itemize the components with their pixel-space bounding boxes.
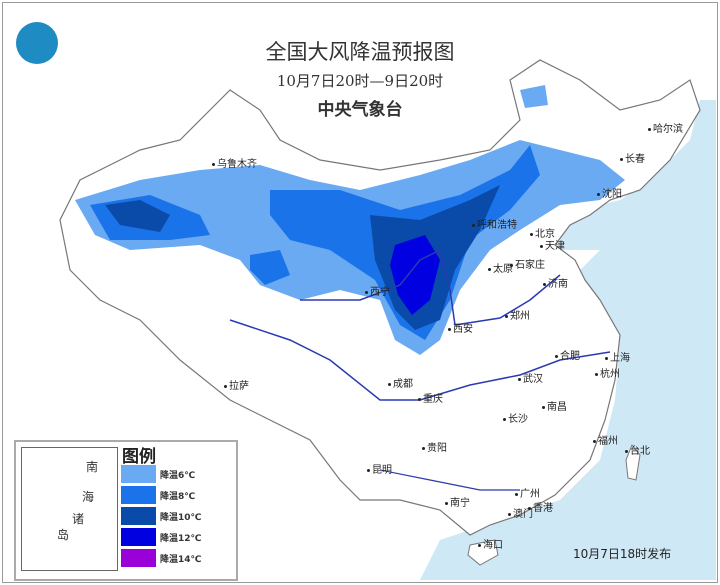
- city-label: 合肥: [555, 347, 580, 362]
- city-label: 石家庄: [510, 256, 545, 271]
- legend-item: 降温8℃: [121, 485, 195, 505]
- city-label: 太原: [488, 260, 513, 275]
- city-label: 南宁: [445, 494, 470, 509]
- legend-label: 降温8℃: [160, 491, 196, 502]
- city-label: 广州: [515, 485, 540, 500]
- city-label: 长沙: [503, 410, 528, 425]
- south-china-sea-inset: 南 海 诸 岛: [21, 447, 118, 571]
- legend-label: 降温14℃: [160, 554, 202, 565]
- city-label: 西安: [448, 320, 473, 335]
- city-label: 乌鲁木齐: [212, 155, 257, 170]
- city-label: 呼和浩特: [472, 216, 517, 231]
- legend-swatch: [121, 486, 156, 504]
- city-label: 北京: [530, 225, 555, 240]
- inset-label: 南: [86, 460, 99, 474]
- legend-item: 降温14℃: [121, 548, 201, 568]
- legend-item: 降温12℃: [121, 527, 201, 547]
- ocean: [420, 100, 716, 580]
- city-label: 长春: [620, 150, 645, 165]
- legend: 南 海 诸 岛 图例 降温6℃ 降温8℃ 降温10℃ 降温12℃ 降温14℃: [14, 440, 238, 581]
- legend-swatch: [121, 465, 156, 483]
- city-label: 海口: [478, 536, 503, 551]
- city-label: 哈尔滨: [648, 120, 683, 135]
- time-range: 10月7日20时—9日20时: [276, 72, 444, 90]
- legend-label: 降温6℃: [160, 470, 196, 481]
- legend-swatch: [121, 528, 156, 546]
- city-label: 拉萨: [224, 377, 249, 392]
- cooling-12c-area: [390, 235, 440, 315]
- city-label: 香港: [528, 499, 553, 514]
- city-label: 天津: [540, 237, 565, 252]
- city-label: 福州: [593, 432, 618, 447]
- legend-title: 图例: [122, 447, 156, 467]
- legend-label: 降温10℃: [160, 512, 202, 523]
- map-title: 全国大风降温预报图: [265, 40, 455, 64]
- city-label: 上海: [605, 349, 630, 364]
- inset-label: 海: [82, 490, 95, 504]
- inset-label: 岛: [57, 528, 70, 542]
- city-label: 重庆: [418, 390, 443, 405]
- city-label: 西宁: [365, 283, 390, 298]
- city-label: 武汉: [518, 370, 543, 385]
- city-label: 台北: [625, 442, 650, 457]
- cma-logo: [16, 22, 58, 64]
- city-label: 杭州: [595, 365, 620, 380]
- legend-swatch: [121, 549, 156, 567]
- legend-item: 降温10℃: [121, 506, 201, 526]
- city-label: 南昌: [542, 398, 567, 413]
- legend-swatch: [121, 507, 156, 525]
- inset-label: 诸: [72, 512, 85, 526]
- city-label: 贵阳: [422, 439, 447, 454]
- legend-label: 降温12℃: [160, 533, 202, 544]
- city-label: 昆明: [367, 461, 392, 476]
- city-label: 澳门: [508, 505, 533, 520]
- cooling-6c-area-ne: [520, 85, 548, 108]
- city-label: 沈阳: [597, 185, 622, 200]
- city-label: 郑州: [505, 307, 530, 322]
- city-label: 济南: [543, 275, 568, 290]
- legend-item: 降温6℃: [121, 464, 195, 484]
- issued-time: 10月7日18时发布: [573, 547, 672, 561]
- city-label: 成都: [388, 375, 413, 390]
- issuer: 中央气象台: [317, 100, 403, 120]
- pearl-river: [379, 469, 520, 491]
